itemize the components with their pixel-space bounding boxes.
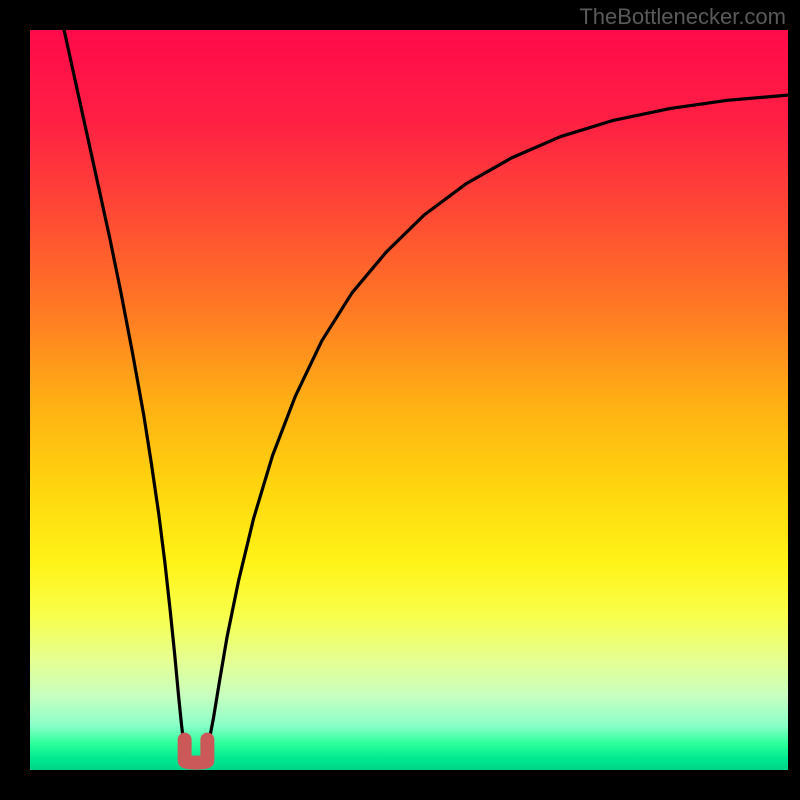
chart-frame: TheBottlenecker.com bbox=[0, 0, 800, 800]
plot-area bbox=[30, 30, 788, 770]
plot-svg bbox=[30, 30, 788, 770]
watermark-text: TheBottlenecker.com bbox=[579, 4, 786, 30]
gradient-background bbox=[30, 30, 788, 770]
